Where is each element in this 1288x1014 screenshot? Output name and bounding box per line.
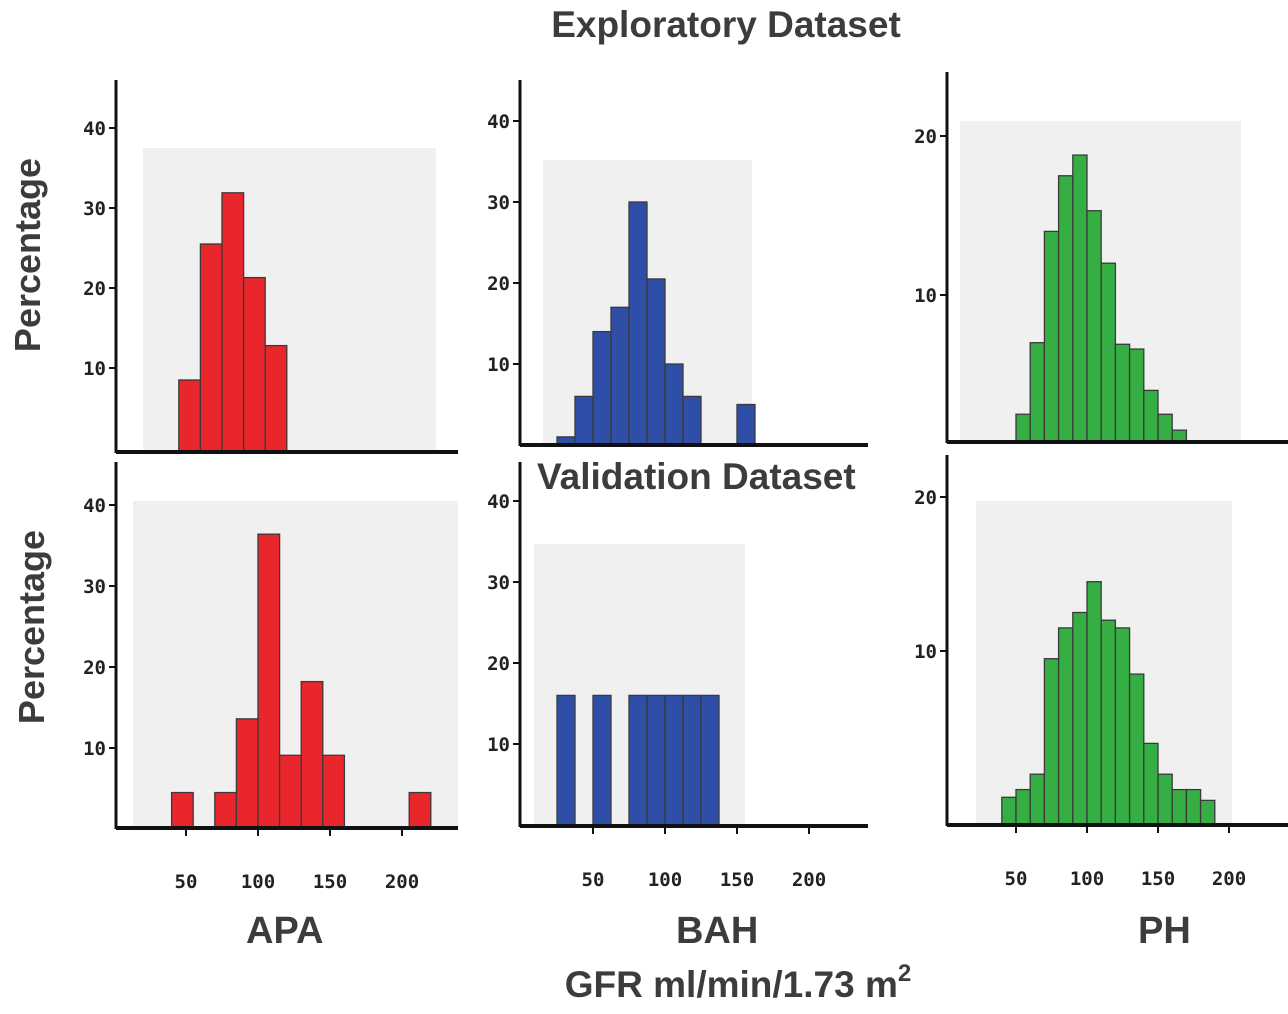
validation-ph-bar (1157, 773, 1173, 826)
exploratory-ph-bar (1015, 413, 1031, 443)
validation-apa-x-tick-label: 200 (385, 871, 419, 893)
exploratory-bah-y-tick-label: 20 (487, 273, 510, 295)
validation-bah-x-tick-label: 150 (720, 869, 754, 891)
validation-apa-y-tick-label: 40 (83, 495, 106, 517)
validation-ph-bar (1114, 627, 1131, 826)
validation-bah-bar (682, 694, 702, 827)
validation-apa-y-tick-label: 20 (83, 657, 106, 679)
x-axis-label: GFR ml/min/1.73 m2 (0, 960, 1288, 1006)
validation-bah-bar (628, 694, 648, 827)
validation-ph-bar (1185, 788, 1202, 826)
exploratory-ph-bar (1029, 342, 1046, 443)
validation-ph-x-tick-label: 150 (1141, 868, 1175, 890)
exploratory-bah-bar (628, 201, 648, 446)
validation-ph-bar (1086, 581, 1102, 826)
validation-bah-bar (592, 694, 612, 827)
exploratory-bah-bar (592, 330, 612, 446)
exploratory-ph-bar (1086, 210, 1102, 443)
exploratory-bah-bar (610, 306, 630, 446)
x-axis-label-text: GFR ml/min/1.73 m (564, 964, 898, 1005)
exploratory-apa-y-tick-label: 20 (83, 278, 106, 300)
exploratory-ph-bar (1157, 413, 1173, 443)
exploratory-ph-y-tick-label: 10 (914, 285, 937, 307)
exploratory-bah-y-tick-label: 30 (487, 192, 510, 214)
validation-ph-bar (1043, 658, 1060, 826)
x-axis-label-superscript: 2 (897, 960, 912, 987)
validation-ph-bar (1001, 796, 1017, 826)
validation-dataset-title: Validation Dataset (537, 456, 856, 497)
validation-apa-bar (300, 680, 324, 829)
validation-apa-bar (214, 791, 238, 829)
validation-bah-y-tick-label: 40 (487, 491, 510, 513)
validation-bah-bar (646, 694, 666, 827)
validation-apa-x-tick-label: 50 (175, 871, 198, 893)
validation-ph-bar (1100, 619, 1117, 826)
validation-apa-bar (278, 754, 302, 829)
validation-ph-bar (1171, 788, 1188, 826)
exploratory-ph-bar (1043, 230, 1060, 443)
validation-apa-x-tick-label: 150 (313, 871, 347, 893)
validation-bah-y-tick-label: 30 (487, 572, 510, 594)
group-label-bah: BAH (676, 910, 759, 952)
validation-bah-x-tick-label: 50 (582, 869, 605, 891)
validation-ph-bar (1015, 788, 1031, 826)
validation-ph-x-tick-label: 50 (1005, 868, 1028, 890)
exploratory-bah-bar (736, 403, 756, 446)
validation-bah-bar (700, 694, 720, 827)
exploratory-apa-bar (221, 192, 245, 453)
validation-bah-x-tick-label: 100 (648, 869, 682, 891)
validation-ph-x-tick-label: 200 (1212, 868, 1246, 890)
validation-ph-y-tick-label: 20 (914, 487, 937, 509)
validation-apa-bar (170, 791, 194, 829)
exploratory-apa-y-tick-label: 30 (83, 198, 106, 220)
validation-apa-bar (257, 533, 281, 829)
validation-apa-y-tick-label: 30 (83, 576, 106, 598)
exploratory-dataset-title: Exploratory Dataset (551, 4, 901, 45)
validation-apa-x-tick-label: 100 (241, 871, 275, 893)
validation-apa-bar (235, 718, 259, 829)
exploratory-ph-bar (1057, 175, 1074, 443)
exploratory-bah-y-tick-label: 10 (487, 354, 510, 376)
exploratory-apa-bar (199, 243, 223, 453)
exploratory-bah-bar (682, 395, 702, 446)
validation-ph-bar (1143, 742, 1159, 826)
validation-ph-bar (1057, 627, 1074, 826)
exploratory-apa-y-tick-label: 40 (83, 118, 106, 140)
validation-bah-y-tick-label: 10 (487, 734, 510, 756)
exploratory-bah-y-tick-label: 40 (487, 111, 510, 133)
validation-bah-x-tick-label: 200 (792, 869, 826, 891)
validation-bah-bar (664, 694, 684, 827)
validation-ph-bar (1029, 773, 1046, 826)
exploratory-apa-bar (242, 276, 266, 453)
validation-apa-bar (322, 754, 346, 829)
validation-ph-bar (1072, 611, 1088, 826)
exploratory-ph-bar (1128, 348, 1145, 443)
exploratory-ph-bar (1143, 389, 1159, 443)
validation-ph-bar (1128, 673, 1145, 826)
exploratory-apa-bar (264, 344, 288, 453)
exploratory-bah-bar (574, 395, 594, 446)
exploratory-bah-bar (664, 363, 684, 446)
exploratory-ph-bar (1114, 343, 1131, 443)
validation-ph-y-tick-label: 10 (914, 641, 937, 663)
exploratory-apa-bar (178, 379, 202, 453)
validation-bah-bar (556, 694, 576, 827)
exploratory-ph-bar (1100, 262, 1117, 443)
validation-apa-y-tick-label: 10 (83, 738, 106, 760)
exploratory-bah-bar (646, 278, 666, 446)
exploratory-ph-bar (1072, 154, 1088, 443)
group-label-ph: PH (1138, 910, 1191, 952)
validation-ph-bar (1199, 799, 1216, 826)
group-label-apa: APA (246, 910, 324, 952)
validation-bah-y-tick-label: 20 (487, 653, 510, 675)
exploratory-apa-y-tick-label: 10 (83, 358, 106, 380)
validation-ph-x-tick-label: 100 (1070, 868, 1104, 890)
validation-apa-bar (408, 791, 432, 829)
exploratory-ph-y-tick-label: 20 (914, 126, 937, 148)
